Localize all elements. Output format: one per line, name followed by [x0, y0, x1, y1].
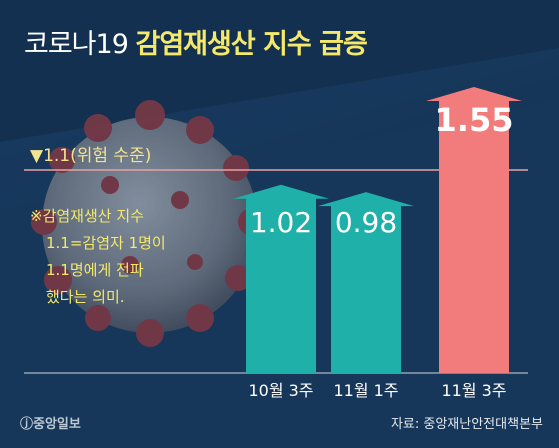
note-line: 1.1명에게 전파 — [46, 261, 144, 279]
bar — [318, 192, 414, 373]
threshold-label: ▼1.1(위험 수준) — [30, 146, 152, 166]
source-note: 자료: 중앙재난안전대책본부 — [390, 417, 543, 432]
value-label: 1.02 — [250, 206, 312, 239]
value-label: 1.55 — [435, 101, 514, 139]
virus-illustration — [31, 100, 266, 347]
footnote: ※감염재생산 지수 1.1=감염자 1명이 1.1명에게 전파 했다는 의미. — [30, 203, 166, 311]
category-label: 11월 1주 — [333, 381, 398, 400]
category-label: 10월 3주 — [248, 381, 313, 400]
chart-title: 코로나19 감염재생산 지수 급증 — [24, 22, 368, 61]
title-highlight: 감염재생산 지수 급증 — [135, 29, 367, 60]
bar — [426, 86, 522, 374]
brand-logo: ⓙ중앙일보 — [20, 417, 81, 432]
note-line: 했다는 의미. — [46, 288, 125, 306]
note-line: 1.1=감염자 1명이 — [46, 234, 166, 252]
category-label: 11월 3주 — [441, 381, 506, 400]
title-plain: 코로나19 — [24, 29, 129, 60]
bar — [233, 184, 329, 373]
value-label: 0.98 — [335, 206, 397, 239]
note-line: ※감염재생산 지수 — [30, 207, 144, 225]
bars-group: 1.02 10월 3주 0.98 11월 1주 1.55 11월 3주 — [233, 86, 522, 400]
